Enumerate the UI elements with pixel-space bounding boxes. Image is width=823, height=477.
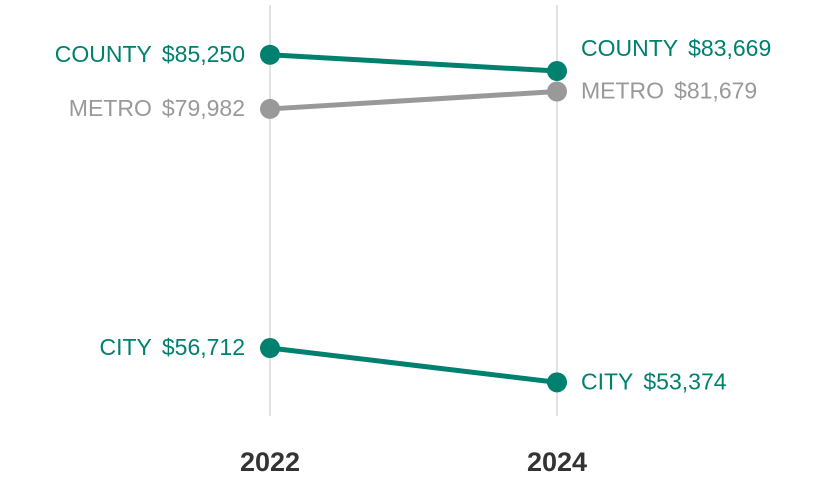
point-label: METRO $79,982 bbox=[69, 95, 245, 121]
series-line bbox=[269, 52, 558, 74]
series-line bbox=[269, 345, 558, 385]
value-label: $79,982 bbox=[162, 95, 245, 121]
point-label: METRO $81,679 bbox=[581, 78, 757, 104]
value-label: $83,669 bbox=[688, 35, 771, 61]
point-label: CITY $56,712 bbox=[99, 334, 245, 360]
point-label: COUNTY $85,250 bbox=[55, 41, 245, 67]
point bbox=[260, 338, 280, 359]
point bbox=[260, 98, 280, 119]
series-name: COUNTY bbox=[581, 35, 678, 61]
series-name: CITY bbox=[581, 368, 633, 394]
point-label: COUNTY $83,669 bbox=[581, 35, 771, 61]
point bbox=[547, 81, 567, 102]
x-tick-label: 2024 bbox=[527, 447, 587, 477]
series-line bbox=[269, 89, 558, 112]
x-tick-label: 2022 bbox=[240, 447, 300, 477]
point bbox=[547, 372, 567, 393]
series-name: METRO bbox=[581, 78, 664, 104]
series-name: COUNTY bbox=[55, 41, 152, 67]
value-label: $56,712 bbox=[162, 334, 245, 360]
point-label: CITY $53,374 bbox=[581, 368, 727, 394]
series-name: METRO bbox=[69, 95, 152, 121]
series-name: CITY bbox=[99, 334, 151, 360]
value-label: $81,679 bbox=[674, 78, 757, 104]
point bbox=[260, 44, 280, 65]
value-label: $53,374 bbox=[643, 368, 726, 394]
point bbox=[547, 61, 567, 82]
value-label: $85,250 bbox=[162, 41, 245, 67]
